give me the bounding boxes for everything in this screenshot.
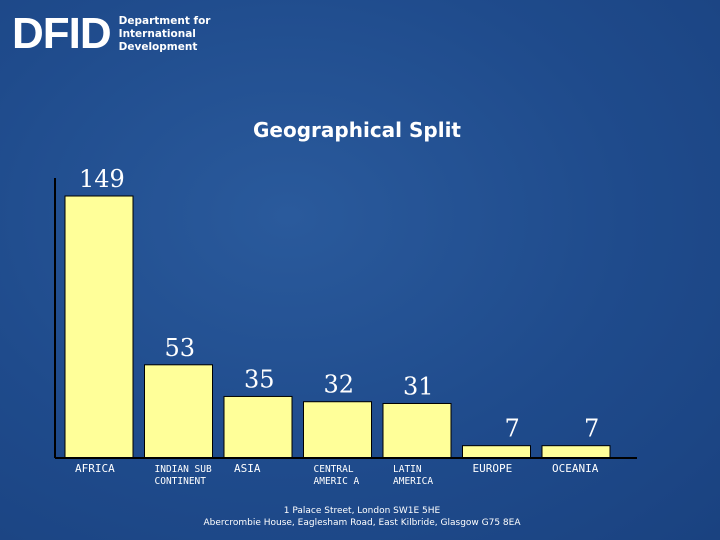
bar-europe [462,445,531,459]
category-label-central-america: CENTRAL [314,464,354,475]
dfid-logo: DFID Department for International Develo… [12,12,210,56]
category-label-latin-america: AMERICA [393,476,433,487]
category-label-indian-sub-continent: INDIAN SUB [155,464,212,475]
footer-address: 1 Palace Street, London SW1E 5HE Abercro… [0,505,720,529]
footer-line-1: 1 Palace Street, London SW1E 5HE [283,506,441,516]
value-label-africa: 149 [79,165,125,193]
category-label-central-america: AMERIC A [314,476,360,487]
logo-mark: DFID [12,9,112,58]
value-label-central-america: 32 [324,371,355,399]
footer-line-2: Abercrombie House, Eaglesham Road, East … [203,518,521,528]
bar-oceania [541,445,611,459]
category-label-europe: EUROPE [473,462,513,475]
category-label-asia: ASIA [234,462,261,475]
category-label-latin-america: LATIN [393,464,422,475]
category-label-indian-sub-continent: CONTINENT [155,476,207,487]
bar-indian-sub-continent [144,364,213,459]
logo-line-2: International [118,27,196,40]
chart-title: Geographical Split [253,118,461,142]
category-label-africa: AFRICA [75,462,115,475]
bar-africa [64,195,134,459]
value-label-europe: 7 [505,415,520,443]
logo-line-1: Department for [118,14,211,27]
bar-latin-america [382,402,452,459]
logo-line-3: Development [118,40,198,53]
value-label-asia: 35 [244,365,275,393]
bar-asia [223,395,293,459]
bar-central-america [303,401,372,459]
chart-title-wrap: Geographical Split [0,118,720,142]
value-label-latin-america: 31 [403,372,434,400]
category-label-oceania: OCEANIA [552,462,599,475]
logo-subtitle: Department for International Development [119,15,211,54]
value-label-indian-sub-continent: 53 [165,334,196,362]
value-label-oceania: 7 [584,415,599,443]
